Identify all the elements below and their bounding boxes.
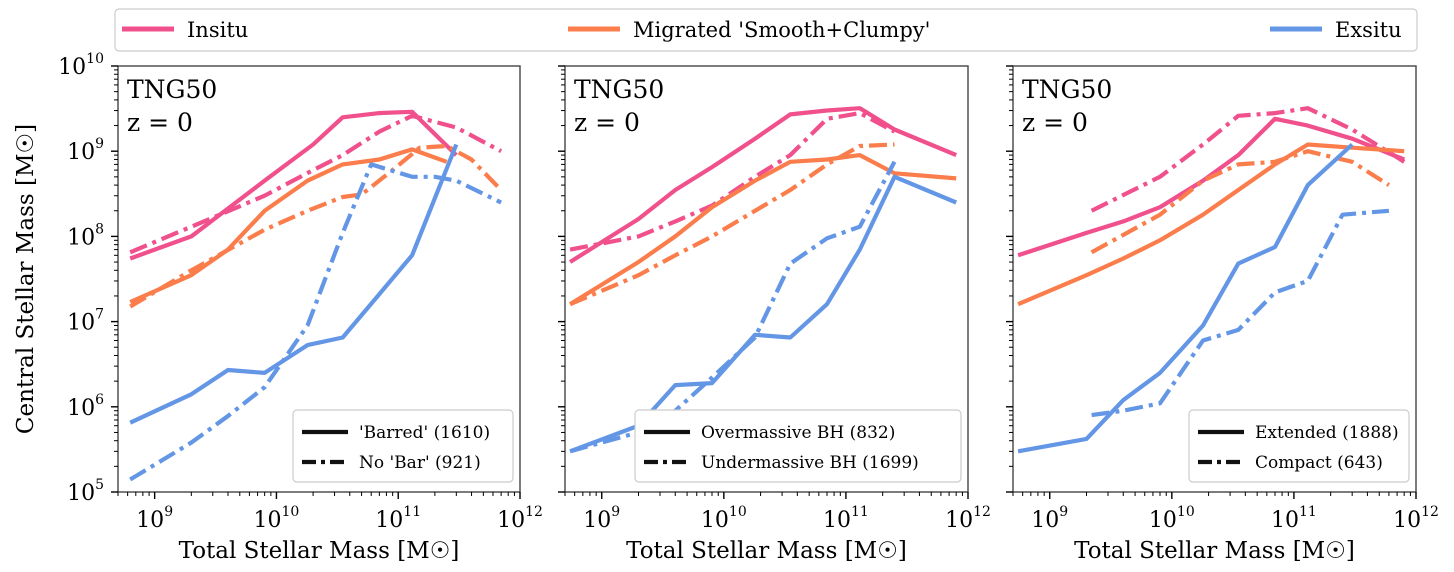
x-axis-label: Total Stellar Mass [M☉]	[179, 538, 460, 564]
series-exsitu-dashdot	[569, 160, 897, 454]
y-tick-label: 106	[67, 392, 104, 421]
series-migrated-solid	[129, 147, 448, 304]
plot-frame	[1012, 65, 1417, 493]
panel-2: 109 1010 1011 1012 Total Stellar Mass [M☉] TN…	[558, 65, 991, 564]
series-insitu-solid	[568, 106, 958, 264]
x-tick-label: 1012	[497, 504, 543, 533]
y-tick-label: 108	[67, 221, 104, 250]
x-tick-label: 1012	[1393, 504, 1439, 533]
plot-frame	[117, 65, 521, 493]
annotation-simulation: TNG50	[127, 75, 217, 104]
x-tick-label: 109	[1031, 504, 1068, 533]
series-migrated-solid	[1017, 142, 1405, 307]
inner-legend-frame	[1188, 409, 1410, 483]
series-group	[129, 109, 503, 482]
inner-legend: Extended (1888) Compact (643)	[1188, 409, 1410, 483]
series-migrated-dashdot	[569, 142, 895, 307]
series-exsitu-solid	[1017, 142, 1354, 454]
x-tick-label: 1012	[945, 504, 991, 533]
x-tick-label: 109	[583, 504, 620, 533]
series-exsitu-dashdot	[129, 162, 503, 482]
top-legend-label-exsitu: Exsitu	[1335, 18, 1402, 42]
y-tick-label: 1010	[58, 51, 104, 80]
top-legend-label-migrated: Migrated 'Smooth+Clumpy'	[633, 18, 930, 42]
y-tick-label: 109	[67, 136, 104, 165]
x-tick-label: 1010	[1149, 504, 1195, 533]
x-tick-label: 1011	[823, 504, 869, 533]
annotation-simulation: TNG50	[1022, 75, 1112, 104]
series-exsitu-solid	[569, 174, 958, 454]
y-axis-label: Central Stellar Mass [M☉]	[13, 124, 39, 434]
inner-legend: Overmassive BH (832) Undermassive BH (169…	[634, 409, 962, 483]
series-migrated-solid	[568, 153, 957, 306]
panel-3: 109 1010 1011 1012 Total Stellar Mass [M☉] TN…	[1006, 65, 1439, 564]
series-group	[568, 106, 958, 454]
inner-legend-label: Overmassive BH (832)	[701, 423, 895, 443]
panel-1: 109 1010 1011 1012 105 106 107 108 109 1010 Total …	[58, 51, 543, 564]
x-tick-label: 1011	[375, 504, 421, 533]
x-tick-label: 109	[136, 504, 173, 533]
inner-legend-frame	[292, 409, 514, 483]
annotation-simulation: TNG50	[574, 75, 664, 104]
y-tick-label: 105	[67, 477, 104, 506]
top-legend-frame	[114, 8, 1418, 52]
series-insitu-dashdot	[129, 113, 503, 255]
x-axis-label: Total Stellar Mass [M☉]	[626, 538, 907, 564]
series-insitu-dashdot	[1090, 106, 1406, 213]
x-tick-label: 1011	[1271, 504, 1317, 533]
series-exsitu-solid	[129, 143, 459, 425]
x-axis-label: Total Stellar Mass [M☉]	[1074, 538, 1355, 564]
inner-legend-label: Extended (1888)	[1255, 423, 1399, 443]
top-legend-label-insitu: Insitu	[187, 18, 248, 42]
annotation-redshift: z = 0	[1022, 108, 1088, 137]
series-migrated-dashdot	[129, 143, 503, 309]
annotation-redshift: z = 0	[574, 108, 640, 137]
series-exsitu-dashdot	[1091, 208, 1390, 418]
inner-legend-label: Compact (643)	[1255, 453, 1383, 473]
series-migrated-dashdot	[1090, 149, 1391, 255]
inner-legend: 'Barred' (1610) No 'Bar' (921)	[292, 409, 514, 483]
plot-frame	[564, 65, 969, 493]
series-group	[1017, 106, 1406, 454]
inner-legend-label: Undermassive BH (1699)	[701, 453, 919, 473]
series-insitu-solid	[129, 109, 458, 261]
series-insitu-dashdot	[569, 110, 896, 252]
inner-legend-frame	[634, 409, 962, 483]
inner-legend-label: No 'Bar' (921)	[359, 453, 481, 473]
x-tick-label: 1010	[701, 504, 747, 533]
annotation-redshift: z = 0	[127, 108, 193, 137]
inner-legend-label: 'Barred' (1610)	[359, 423, 490, 443]
series-insitu-solid	[1017, 116, 1405, 258]
x-tick-label: 1010	[254, 504, 300, 533]
y-tick-label: 107	[67, 307, 104, 336]
